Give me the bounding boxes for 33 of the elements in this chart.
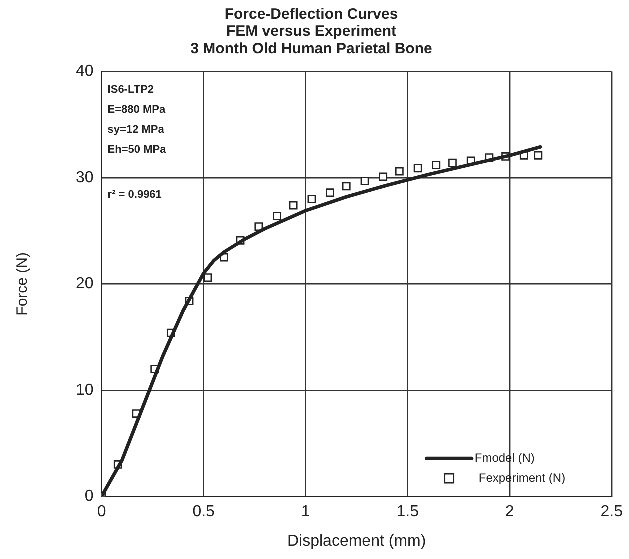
- y-tick-label: 0: [84, 488, 94, 506]
- y-tick-label: 30: [76, 169, 94, 186]
- x-tick-label: 0: [97, 504, 106, 521]
- point: [432, 161, 441, 170]
- annotation: r² = 0.9961: [108, 188, 162, 201]
- annotation: E=880 MPa: [108, 104, 166, 116]
- x-tick-label: 2.5: [600, 504, 624, 521]
- point: [289, 201, 298, 210]
- y-tick-label: 40: [76, 63, 94, 80]
- annotation: Eh=50 MPa: [108, 144, 168, 156]
- annotation: sy=12 MPa: [108, 124, 166, 136]
- point: [204, 274, 212, 282]
- x-tick-label: 2: [505, 504, 514, 521]
- x-axis-title: Displacement (mm): [287, 532, 426, 550]
- point: [534, 151, 543, 160]
- point: [308, 195, 316, 204]
- annotation: IS6-LTP2: [108, 84, 154, 96]
- y-tick-label: 10: [76, 382, 94, 399]
- chart-title: Force-Deflection Curves FEM versus Experiment 3 Month Old Human Parietal Bone: [190, 6, 432, 58]
- x-tick-label: 1: [301, 504, 310, 521]
- y-axis-title: Force (N): [14, 252, 32, 316]
- point: [273, 212, 282, 220]
- y-tick-label: 20: [76, 276, 94, 293]
- point: [254, 222, 264, 232]
- point: [396, 167, 404, 176]
- point: [360, 176, 370, 186]
- point: [448, 158, 457, 168]
- point: [414, 164, 422, 173]
- point: [379, 172, 388, 182]
- x-tick-label: 1.5: [396, 504, 420, 521]
- point: [342, 182, 351, 191]
- x-tick-label: 0.5: [192, 504, 216, 521]
- point: [326, 188, 334, 198]
